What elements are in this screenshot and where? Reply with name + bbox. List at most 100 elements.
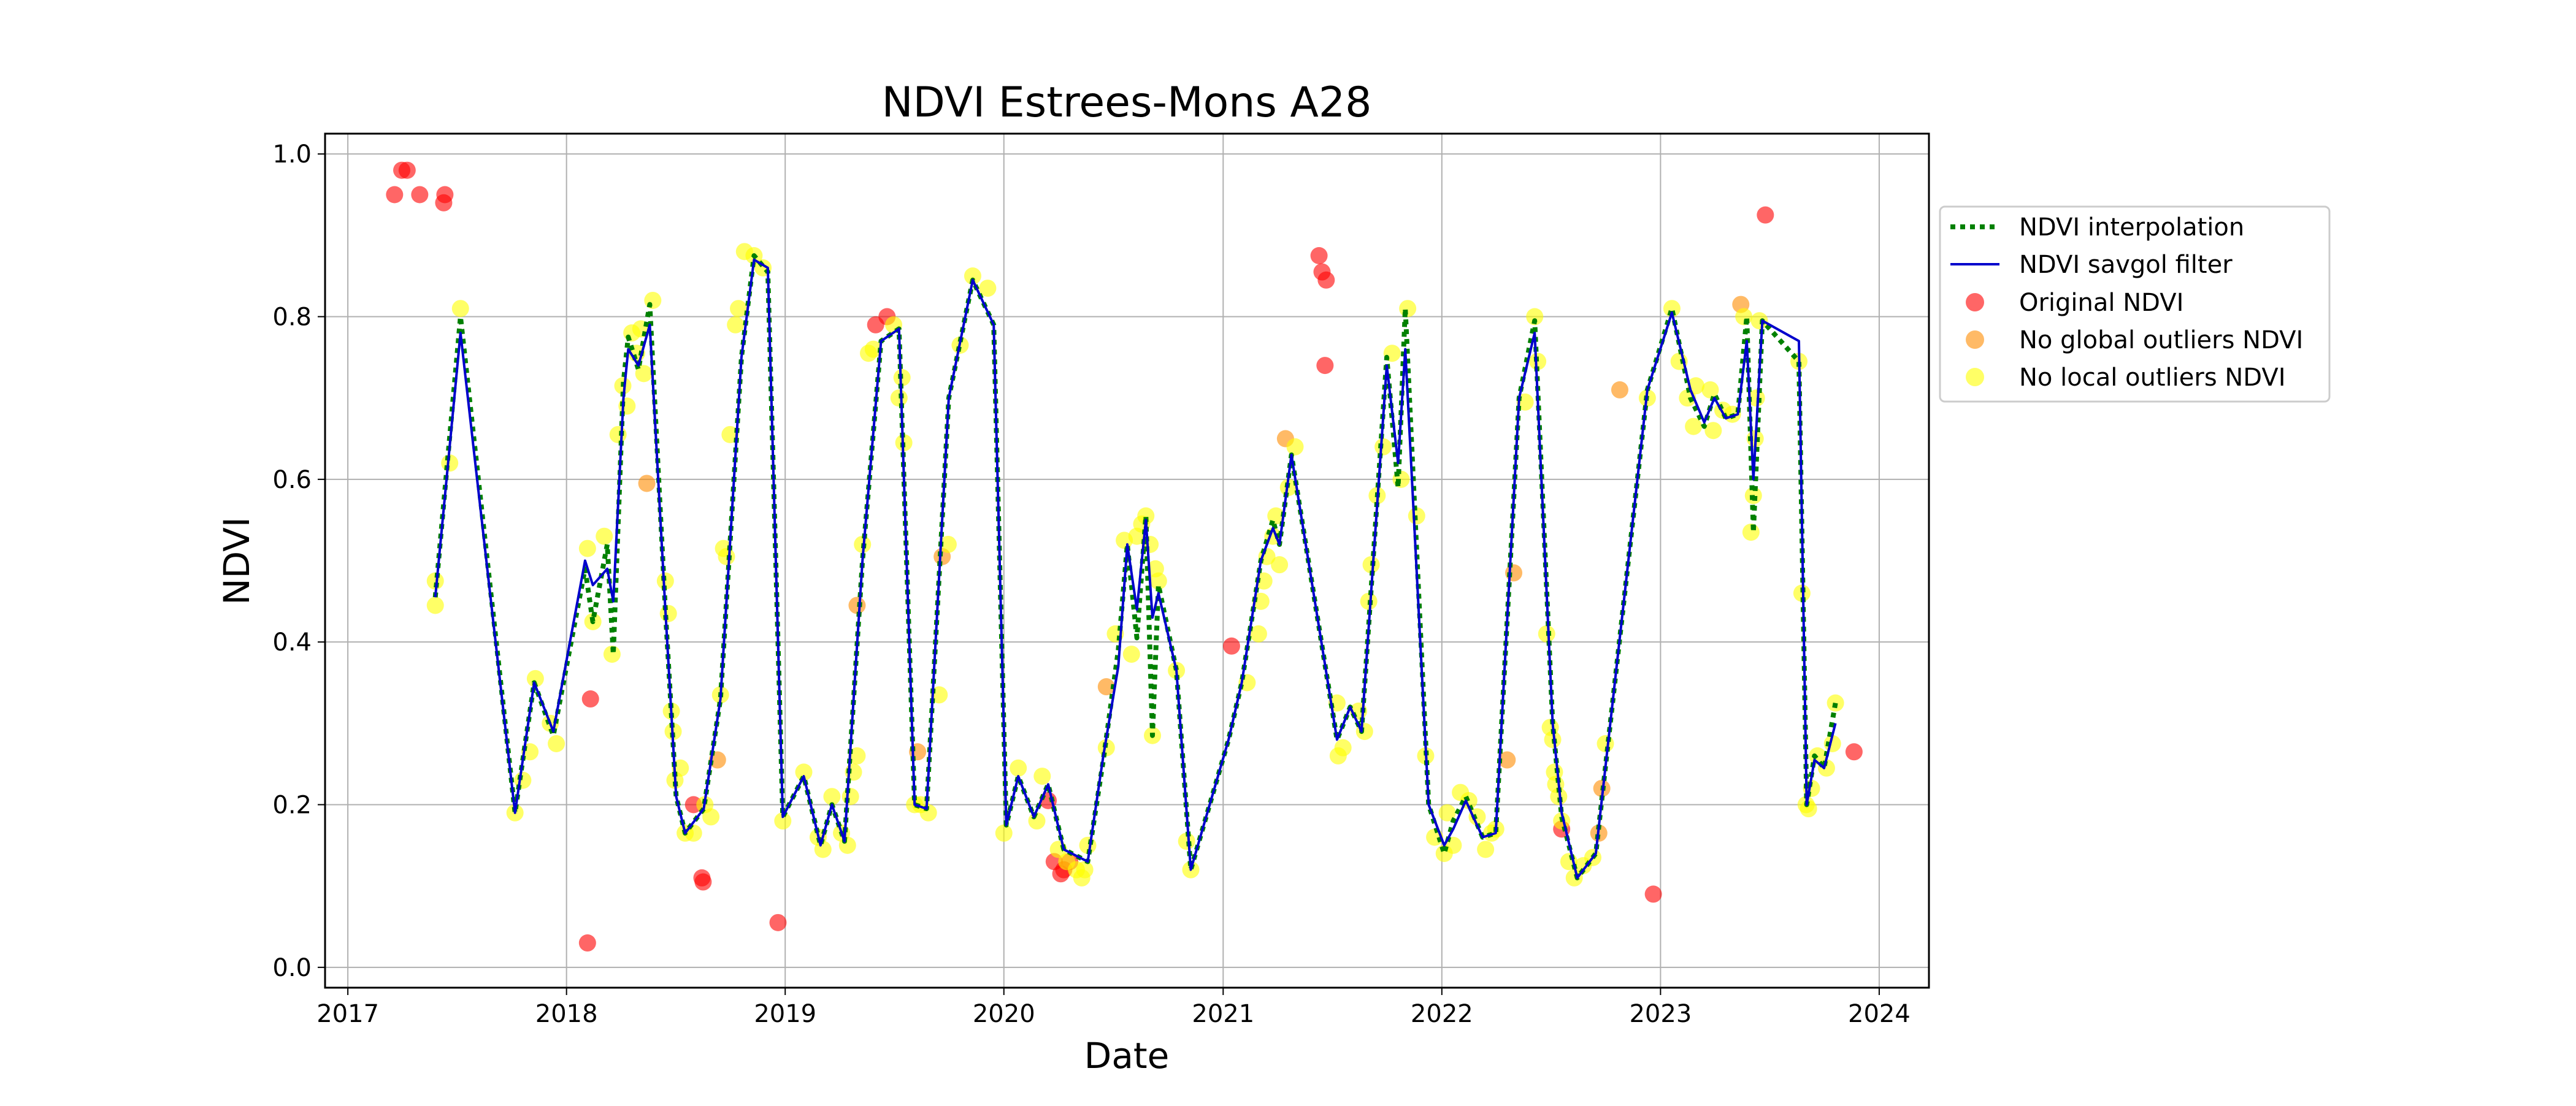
no-local-point: [603, 646, 621, 663]
legend-box: [1939, 205, 2331, 403]
savgol-line: [434, 258, 1837, 879]
legend-marker-original: [1966, 293, 1984, 311]
original-point: [1317, 271, 1335, 289]
no-local-point: [1249, 625, 1267, 643]
original-point: [1310, 247, 1328, 264]
no-local-point: [730, 300, 748, 318]
no-local-point: [1550, 788, 1568, 806]
no-local-point: [774, 812, 792, 830]
x-tick-label: 2024: [1848, 1000, 1911, 1028]
no-local-point: [1286, 438, 1304, 456]
no-local-point: [426, 572, 444, 590]
no-local-point: [578, 540, 596, 557]
y-tick-label: 0.6: [272, 466, 312, 494]
no-local-point: [1252, 592, 1270, 610]
no-local-point: [814, 841, 832, 858]
legend-label-original: Original NDVI: [2019, 289, 2183, 317]
no-local-point: [451, 300, 469, 318]
no-global-point: [1611, 381, 1628, 399]
no-local-point: [1750, 312, 1768, 330]
no-global-point: [1097, 678, 1115, 696]
no-local-point: [1399, 300, 1417, 318]
original-point: [694, 873, 712, 891]
no-local-point: [426, 597, 444, 614]
no-local-point: [1076, 861, 1094, 879]
legend-label-no-local: No local outliers NDVI: [2019, 364, 2286, 392]
original-point: [1757, 206, 1774, 224]
no-local-point: [1701, 381, 1719, 399]
no-local-point: [1334, 739, 1352, 757]
no-local-point: [644, 291, 662, 309]
x-axis-label: Date: [1084, 1035, 1170, 1077]
no-local-point: [841, 788, 859, 806]
no-local-point: [635, 365, 653, 383]
no-global-point: [638, 475, 656, 492]
no-local-point: [1800, 800, 1817, 818]
no-global-point: [848, 597, 866, 614]
data-points: [386, 161, 1863, 952]
grid-lines: [325, 134, 1929, 988]
no-local-point: [979, 280, 997, 297]
no-local-point: [995, 824, 1013, 842]
no-local-point: [609, 425, 627, 443]
no-local-point: [1271, 556, 1289, 574]
no-local-point: [1137, 507, 1155, 525]
original-point: [578, 934, 596, 952]
no-local-point: [1827, 694, 1844, 712]
y-tick-label: 1.0: [272, 140, 312, 169]
y-tick-label: 0.2: [272, 791, 312, 820]
legend-label-no-global: No global outliers NDVI: [2019, 326, 2303, 354]
no-local-point: [838, 836, 856, 854]
no-global-point: [708, 751, 726, 769]
x-tick-label: 2023: [1629, 1000, 1692, 1028]
no-local-point: [1663, 300, 1681, 318]
legend-label-interpolation: NDVI interpolation: [2019, 213, 2244, 242]
x-tick-label: 2021: [1192, 1000, 1254, 1028]
no-local-point: [596, 527, 613, 545]
no-local-point: [727, 316, 745, 334]
no-local-point: [656, 572, 674, 590]
original-point: [581, 690, 599, 708]
no-local-point: [1477, 841, 1495, 858]
no-local-point: [702, 808, 720, 826]
no-local-point: [548, 735, 565, 752]
no-local-point: [1149, 572, 1167, 590]
no-local-point: [1438, 804, 1456, 822]
no-local-point: [718, 547, 735, 565]
x-tick-label: 2020: [973, 1000, 1035, 1028]
no-local-point: [964, 267, 981, 285]
no-local-point: [1010, 759, 1027, 777]
no-local-point: [848, 747, 866, 765]
no-global-point: [1498, 751, 1516, 769]
legend-marker-no-local: [1966, 368, 1984, 386]
no-local-point: [795, 763, 813, 781]
series-lines: [432, 253, 1838, 880]
chart-title: NDVI Estrees-Mons A28: [882, 78, 1372, 127]
no-local-point: [1097, 739, 1115, 757]
x-tick-label: 2019: [754, 1000, 816, 1028]
no-local-point: [1704, 422, 1722, 440]
no-local-point: [1267, 507, 1285, 525]
no-local-point: [939, 535, 957, 553]
x-tick-label: 2018: [535, 1000, 598, 1028]
original-point: [1644, 885, 1662, 903]
legend-marker-no-global: [1966, 330, 1984, 349]
no-local-point: [864, 340, 882, 358]
no-local-point: [526, 669, 544, 687]
original-point: [1316, 357, 1334, 375]
no-local-point: [1526, 308, 1544, 326]
axis-ticks: 2017 2018 2019 2020 2021 2022 2023 2024 0.0 0.2 0.…: [272, 140, 1910, 1028]
y-tick-label: 0.8: [272, 303, 312, 332]
original-point: [411, 186, 429, 204]
no-local-point: [823, 788, 841, 806]
plot-frame: [324, 132, 1930, 989]
no-local-point: [1033, 768, 1051, 785]
original-point: [769, 913, 787, 931]
y-tick-label: 0.4: [272, 628, 312, 657]
y-tick-label: 0.0: [272, 954, 312, 982]
no-local-point: [1685, 418, 1703, 435]
original-point: [1845, 743, 1863, 761]
